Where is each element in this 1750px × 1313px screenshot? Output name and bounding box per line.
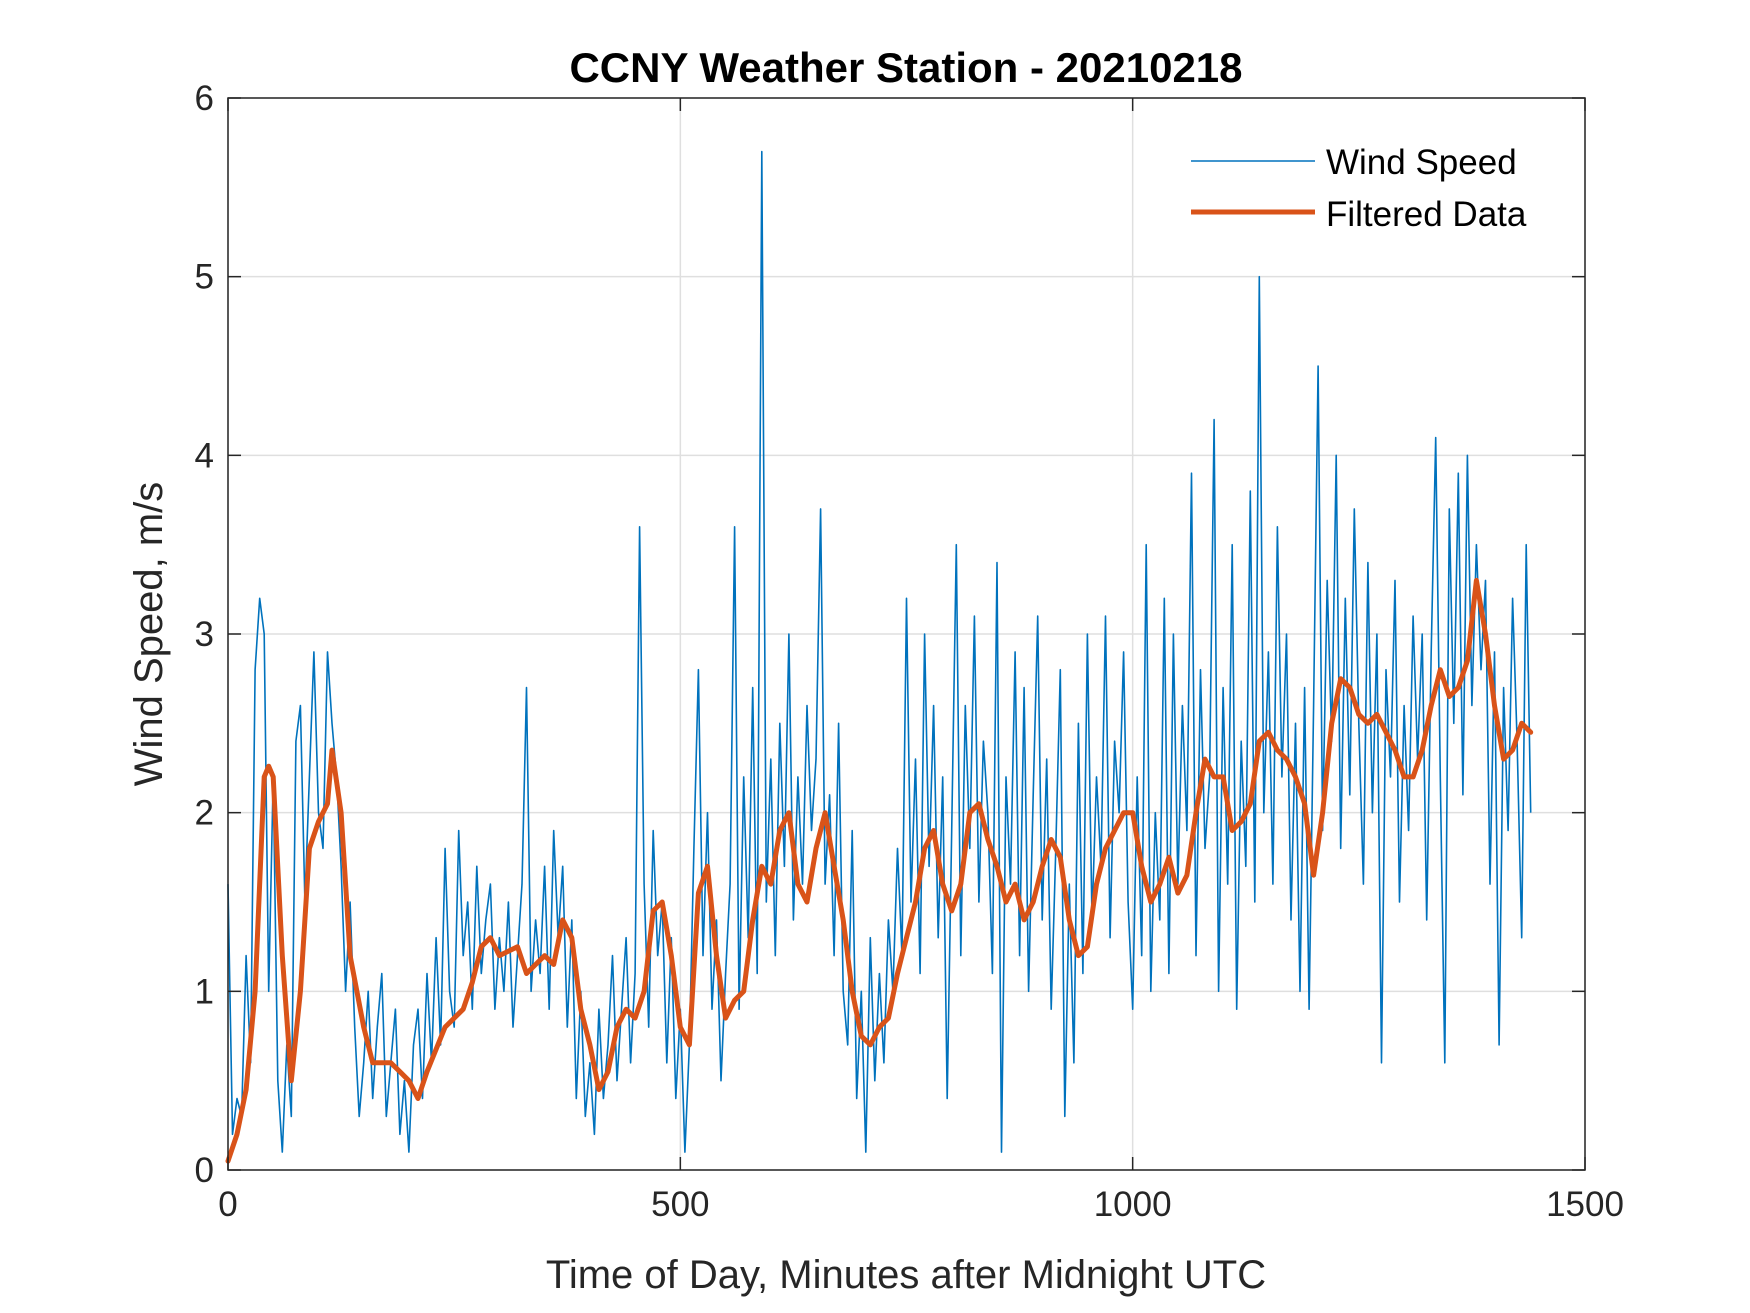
x-tick-label: 0: [218, 1185, 237, 1224]
x-tick-label: 500: [651, 1185, 709, 1224]
series-lines: [225, 150, 1534, 1164]
x-axis-label: Time of Day, Minutes after Midnight UTC: [546, 1253, 1266, 1297]
y-tick-label: 1: [195, 972, 214, 1011]
y-tick-label: 0: [195, 1151, 214, 1190]
y-tick-label: 5: [195, 258, 214, 297]
y-tick-label: 3: [195, 615, 214, 654]
x-tick-label: 1500: [1546, 1185, 1624, 1224]
series-wind-speed-line: [227, 150, 1532, 1153]
legend-label-filtered-data: Filtered Data: [1326, 195, 1527, 234]
series-filtered-data-line: [225, 577, 1534, 1164]
ticks: 0 500 1000 1500 0 1 2 3 4 5 6: [195, 79, 1624, 1224]
chart-title: CCNY Weather Station - 20210218: [569, 44, 1242, 91]
y-tick-label: 6: [195, 79, 214, 118]
y-axis-label: Wind Speed, m/s: [127, 482, 171, 787]
x-tick-label: 1000: [1094, 1185, 1172, 1224]
y-tick-label: 4: [195, 436, 214, 475]
legend-label-wind-speed: Wind Speed: [1326, 143, 1517, 182]
y-tick-label: 2: [195, 794, 214, 833]
legend: Wind Speed Filtered Data: [1191, 143, 1527, 234]
